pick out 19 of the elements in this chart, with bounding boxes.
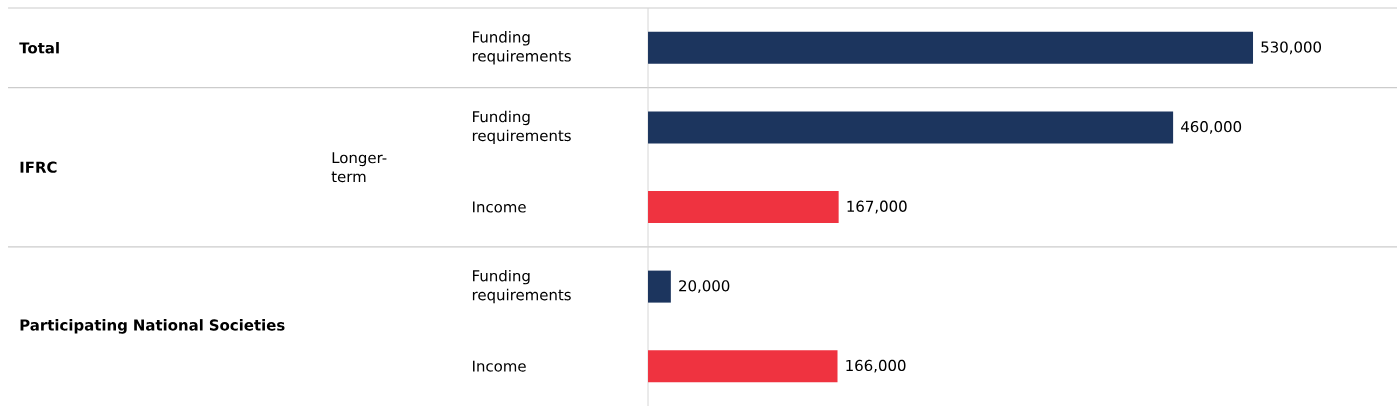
y-tick-label: Funding requirements bbox=[472, 110, 571, 145]
text: Participating National Societies bbox=[20, 319, 285, 334]
data-label: 460,000 bbox=[1181, 120, 1242, 134]
y-tick-label: Funding requirements bbox=[472, 31, 571, 65]
bar bbox=[648, 111, 1174, 144]
data-label: 166,000 bbox=[846, 359, 906, 373]
bar bbox=[648, 191, 839, 223]
data-label: 167,000 bbox=[847, 200, 907, 214]
text: IFRC bbox=[20, 161, 57, 173]
bar bbox=[648, 350, 838, 383]
text: Total bbox=[19, 42, 59, 54]
bar bbox=[648, 270, 671, 303]
bar bbox=[648, 31, 1254, 64]
data-label: 20,000 bbox=[679, 280, 730, 294]
data-label: 530,000 bbox=[1261, 41, 1322, 55]
y-tick-label: Income bbox=[473, 360, 526, 372]
y-tick-label: Income bbox=[473, 201, 526, 213]
y-tick-label: Funding requirements bbox=[472, 269, 571, 304]
text: Longer-term bbox=[331, 152, 387, 183]
